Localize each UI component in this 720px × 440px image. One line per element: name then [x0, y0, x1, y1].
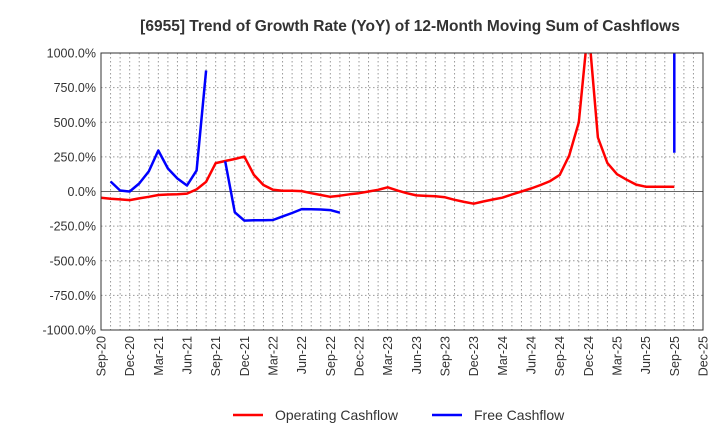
y-tick-label: 0.0% — [68, 185, 97, 199]
y-tick-label: 500.0% — [54, 116, 96, 130]
y-tick-label: 1000.0% — [47, 47, 96, 61]
x-tick-label: Mar-21 — [152, 336, 166, 376]
x-tick-label: Dec-21 — [238, 336, 252, 376]
legend: Operating Cashflow Free Cashflow — [233, 407, 565, 423]
y-tick-label: 750.0% — [54, 81, 96, 95]
x-tick-label: Sep-20 — [95, 336, 109, 376]
x-tick-label: Mar-25 — [611, 336, 625, 376]
x-tick-label: Jun-21 — [181, 336, 195, 374]
x-tick-label: Mar-22 — [267, 336, 281, 376]
x-tick-label: Jun-22 — [295, 336, 309, 374]
x-tick-label: Dec-25 — [697, 336, 711, 376]
legend-label-free-cashflow: Free Cashflow — [474, 407, 565, 423]
x-tick-label: Dec-22 — [353, 336, 367, 376]
series-layer — [101, 53, 676, 222]
plot-frame — [100, 52, 704, 331]
series-line-operating-cashflow — [101, 53, 675, 205]
x-tick-label: Jun-25 — [639, 336, 653, 374]
x-tick-label: Dec-23 — [467, 336, 481, 376]
x-tick-label: Sep-22 — [324, 336, 338, 376]
x-tick-label: Sep-23 — [439, 336, 453, 376]
y-tick-label: -250.0% — [49, 220, 96, 234]
legend-label-operating-cashflow: Operating Cashflow — [275, 407, 399, 423]
x-tick-label: Dec-24 — [582, 336, 596, 376]
x-tick-label: Dec-20 — [123, 336, 137, 376]
y-axis: 1000.0% 750.0% 500.0% 250.0% 0.0% -250.0% -500… — [42, 47, 96, 338]
x-tick-label: Sep-25 — [668, 336, 682, 376]
y-tick-label: -500.0% — [49, 254, 96, 268]
x-tick-label: Mar-23 — [381, 336, 395, 376]
x-tick-label: Mar-24 — [496, 336, 510, 376]
x-tick-label: Jun-24 — [525, 336, 539, 374]
series-line-free-cashflow — [223, 161, 341, 222]
x-axis: Sep-20 Dec-20 Mar-21 Jun-21 Sep-21 Dec-21 Mar-… — [95, 336, 711, 376]
x-tick-label: Jun-23 — [410, 336, 424, 374]
x-tick-label: Sep-21 — [209, 336, 223, 376]
series-line-free-cashflow — [109, 70, 208, 193]
x-tick-label: Sep-24 — [553, 336, 567, 376]
chart-title: [6955] Trend of Growth Rate (YoY) of 12-… — [140, 18, 680, 35]
y-tick-label: 250.0% — [54, 150, 96, 164]
y-tick-label: -1000.0% — [42, 324, 96, 338]
y-tick-label: -750.0% — [49, 289, 96, 303]
